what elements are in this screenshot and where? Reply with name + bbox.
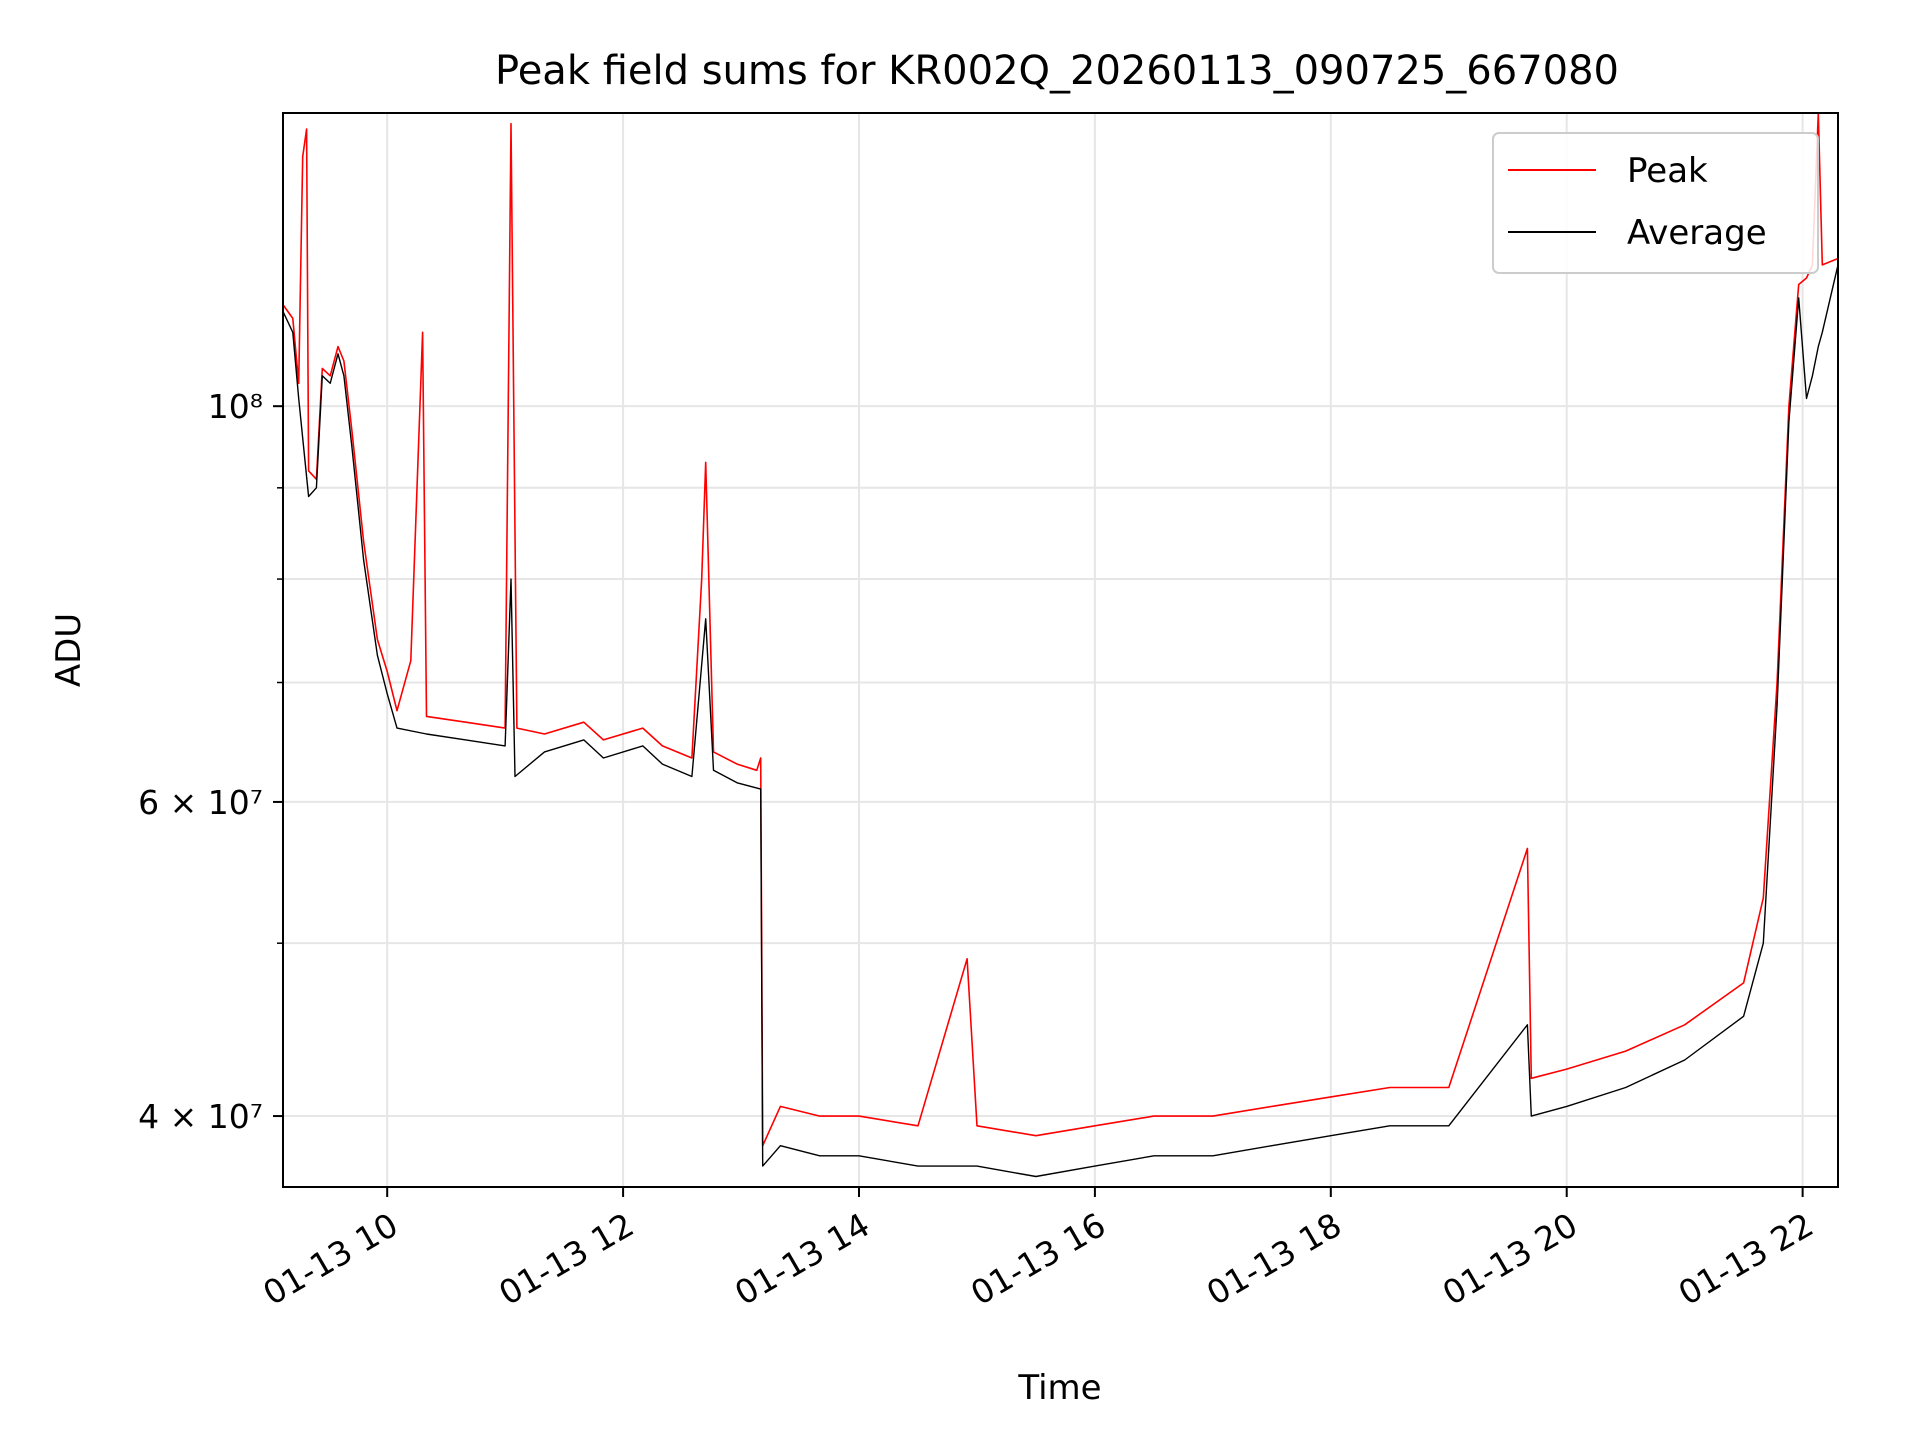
plot-frame [282,112,1839,1188]
y-tick-label: 4 × 10⁷ [138,1097,263,1136]
chart-title: Peak field sums for KR002Q_20260113_0907… [495,48,1619,94]
series-line-peak [283,113,1838,1147]
y-tick-label: 10⁸ [208,387,263,426]
y-tick-label: 6 × 10⁷ [138,783,263,822]
legend-label-average: Average [1627,213,1767,253]
series-layer [283,113,1838,1178]
x-axis-label: Time [1017,1368,1101,1408]
legend-label-peak: Peak [1627,151,1708,191]
legend: Peak Average [1492,132,1819,274]
legend-box [1492,132,1819,274]
grid [283,113,1838,1187]
y-axis-label: ADU [49,613,89,687]
series-line-average [283,264,1838,1178]
